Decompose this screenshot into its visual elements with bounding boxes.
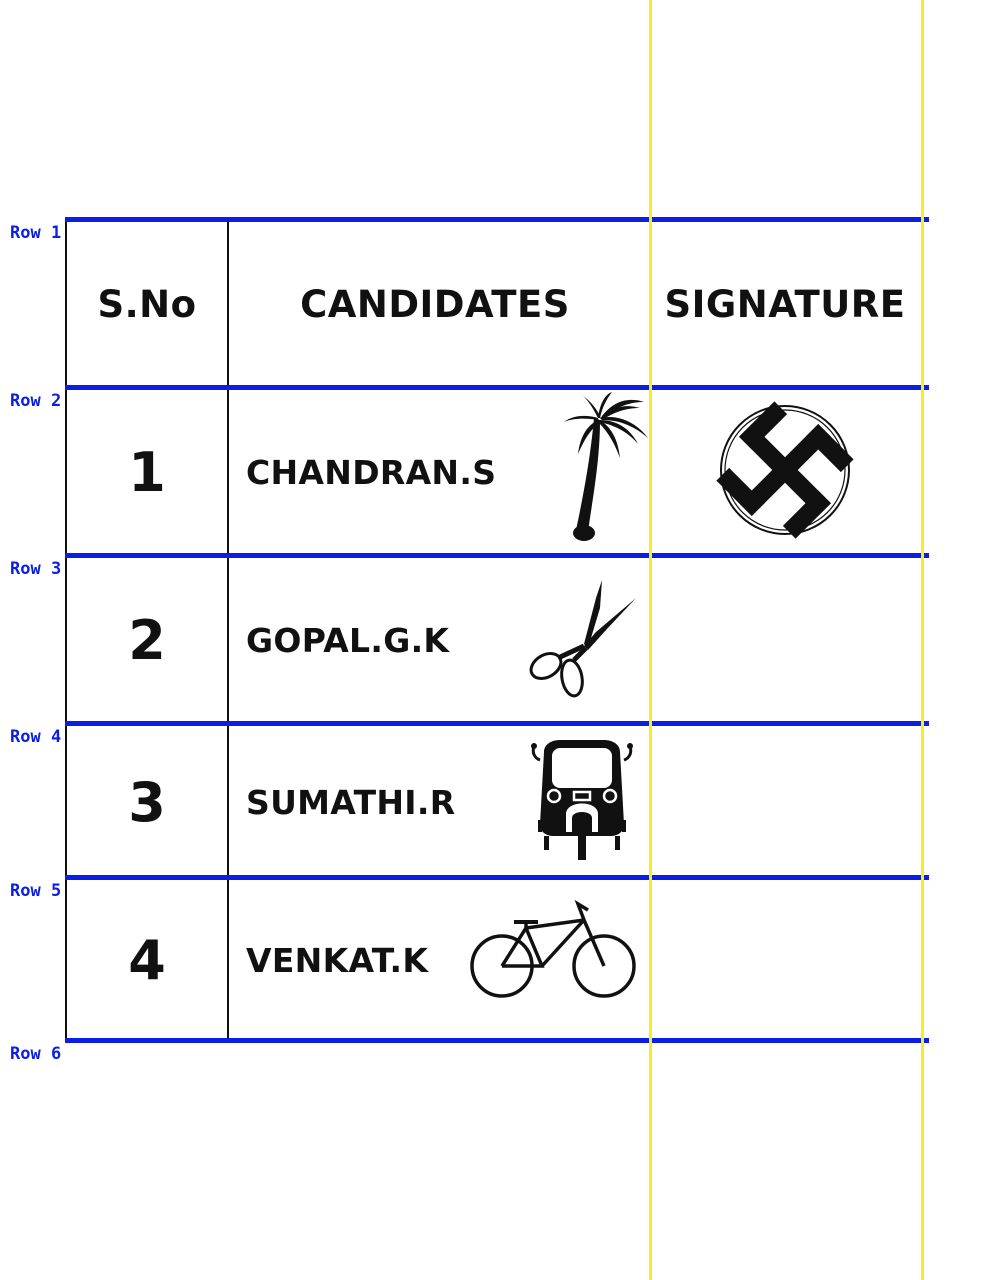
candidate-name-2: GOPAL.G.K (246, 620, 450, 660)
row-marker-1: Row 1 (10, 223, 62, 243)
candidate-name-3: SUMATHI.R (246, 782, 456, 822)
auto-rickshaw-icon (531, 740, 633, 860)
row-line-6 (65, 1038, 929, 1043)
row-marker-6: Row 6 (10, 1044, 62, 1064)
row-marker-4: Row 4 (10, 727, 62, 747)
candidate-name-4: VENKAT.K (246, 940, 429, 980)
row-line-3 (65, 553, 929, 558)
sno-1: 1 (128, 440, 166, 504)
coconut-tree-icon (564, 392, 648, 541)
row-line-1 (65, 217, 929, 222)
row-line-4 (65, 721, 929, 726)
header-candidates: CANDIDATES (300, 282, 570, 326)
row-marker-5: Row 5 (10, 881, 62, 901)
header-signature: SIGNATURE (664, 282, 906, 326)
header-sno: S.No (97, 282, 197, 326)
scissors-icon (529, 580, 636, 698)
sno-3: 3 (128, 770, 166, 834)
row-line-5 (65, 875, 929, 880)
swastika-mark-icon (716, 401, 854, 539)
row-marker-3: Row 3 (10, 559, 62, 579)
sno-2: 2 (128, 608, 166, 672)
column-line-left (649, 0, 652, 1280)
table-column-divider (227, 219, 229, 1042)
bicycle-icon (470, 899, 636, 998)
column-line-right (921, 0, 924, 1280)
row-marker-2: Row 2 (10, 391, 62, 411)
candidate-name-1: CHANDRAN.S (246, 452, 497, 492)
table-left-border (65, 219, 67, 1042)
row-line-2 (65, 385, 929, 390)
sno-4: 4 (128, 928, 166, 992)
